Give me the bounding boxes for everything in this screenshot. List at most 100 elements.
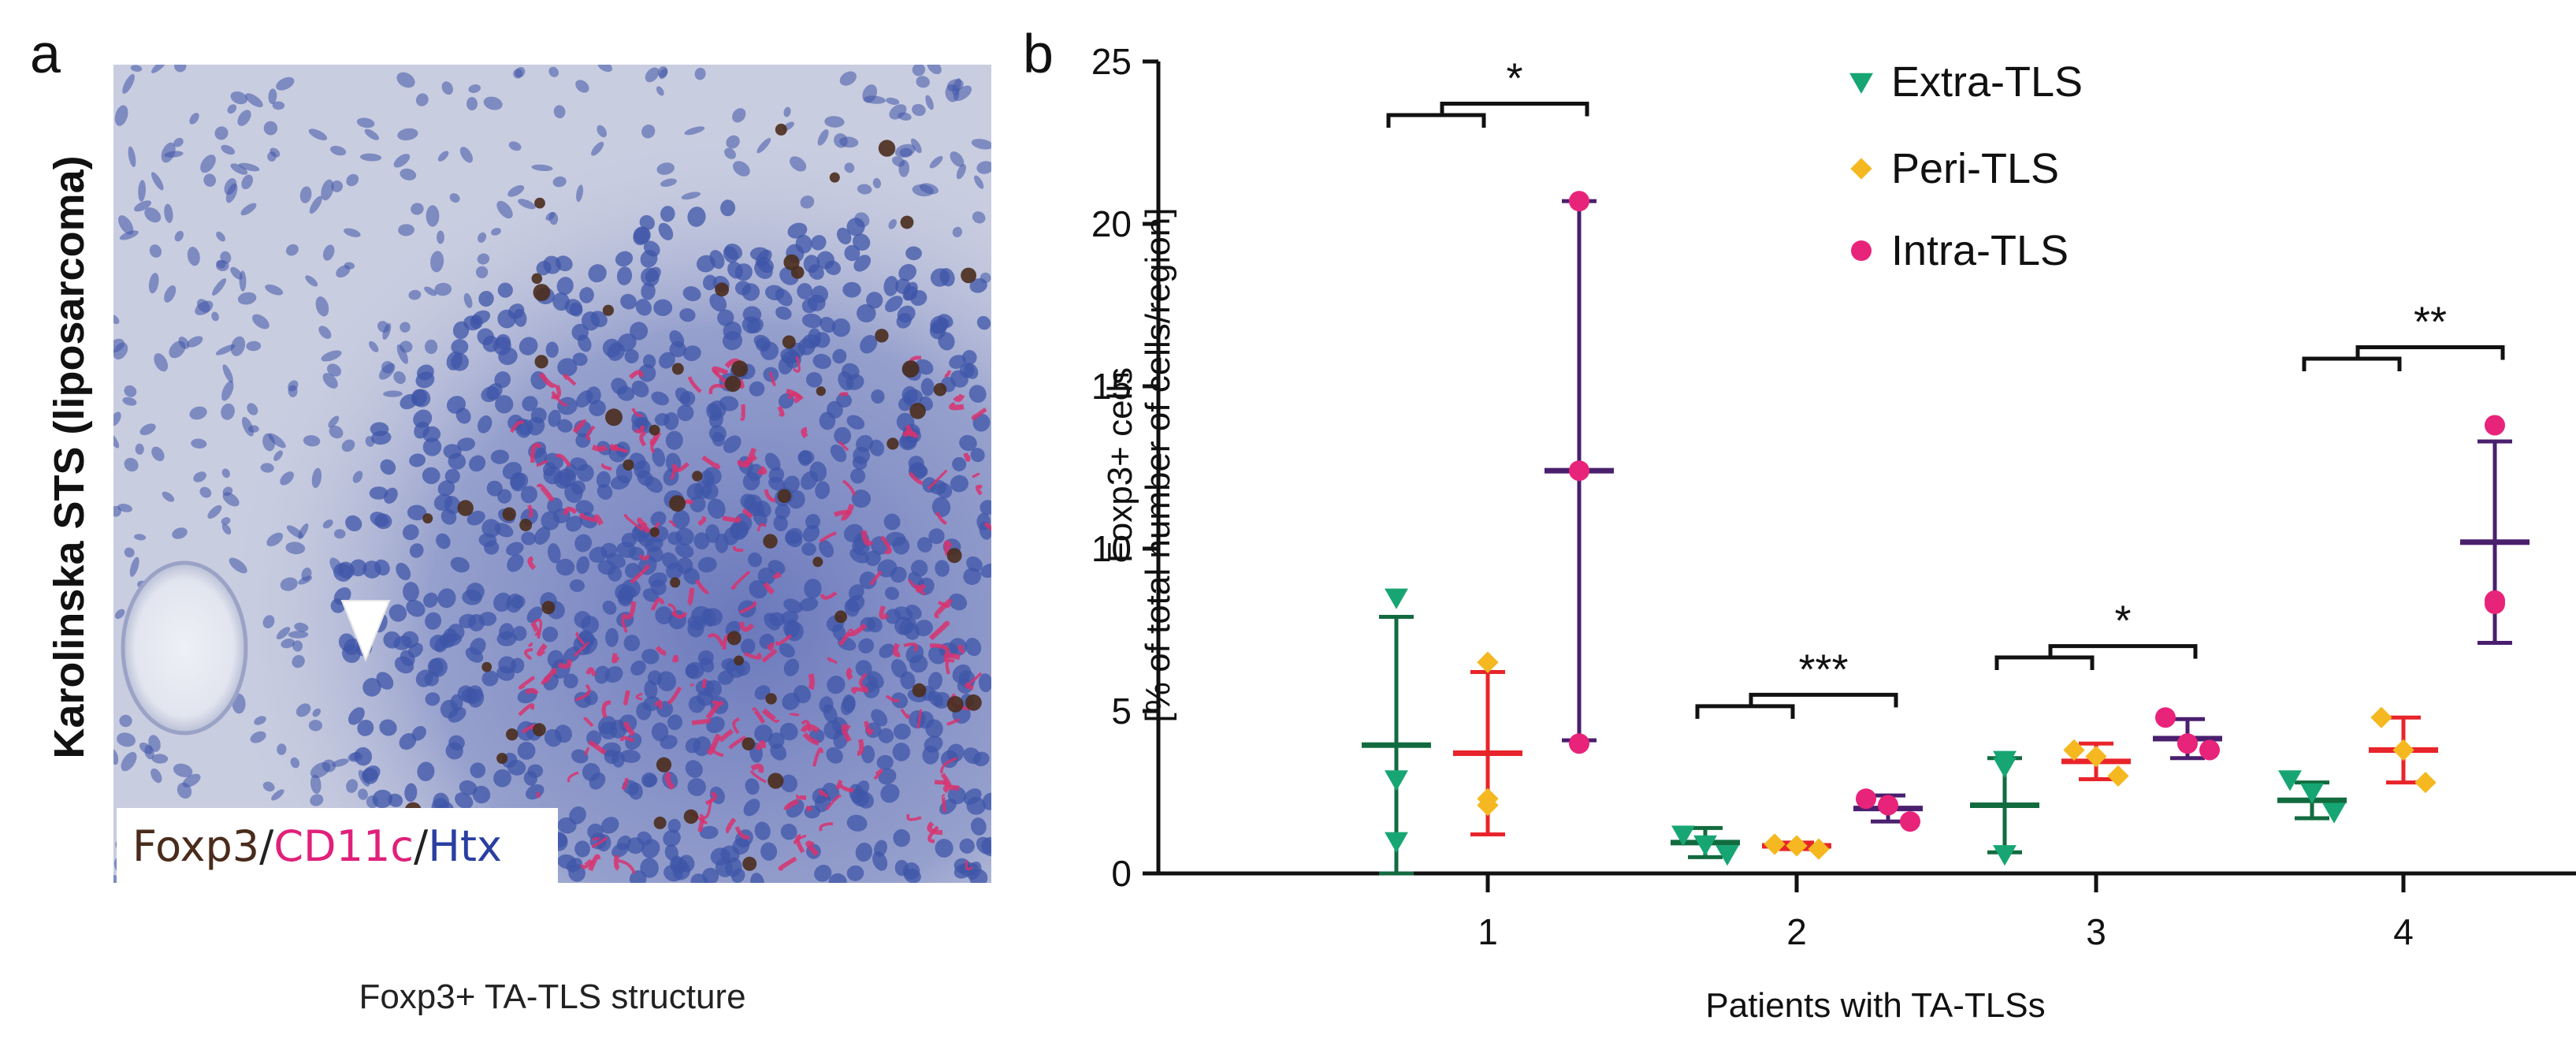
nucleus	[675, 543, 694, 558]
nucleus	[417, 761, 435, 781]
nucleus	[239, 270, 247, 292]
nucleus	[129, 557, 139, 577]
nucleus	[466, 97, 478, 111]
nucleus	[636, 702, 652, 720]
data-point	[2199, 739, 2220, 761]
nucleus	[576, 631, 595, 648]
cd11c-stain-fiber	[949, 401, 965, 411]
nucleus	[679, 391, 696, 407]
foxp3-positive-nucleus	[457, 500, 474, 516]
cd11c-stain-fiber	[623, 721, 636, 737]
nucleus	[910, 560, 928, 577]
nucleus	[444, 628, 458, 644]
nucleus	[781, 351, 800, 364]
stain-legend-part-0: Foxp3	[132, 821, 260, 871]
nucleus	[369, 486, 388, 500]
nucleus	[434, 282, 452, 296]
cd11c-stain-fiber	[538, 372, 557, 388]
nucleus	[925, 95, 934, 110]
significance-bracket: *	[1386, 55, 1589, 128]
nucleus	[522, 396, 538, 411]
nucleus	[318, 326, 332, 339]
nucleus	[931, 497, 951, 518]
cd11c-stain-fiber	[768, 371, 776, 387]
nucleus	[321, 350, 342, 362]
nucleus	[383, 631, 401, 649]
nucleus	[831, 318, 851, 337]
bracket-lower	[1386, 113, 1486, 128]
nucleus	[288, 631, 309, 639]
cd11c-stain-fiber	[669, 519, 677, 527]
nucleus	[362, 560, 381, 579]
nucleus	[548, 211, 559, 225]
foxp3-positive-nucleus	[656, 757, 672, 773]
cd11c-stain-fiber	[761, 648, 778, 663]
nucleus	[189, 113, 199, 125]
cd11c-stain-fiber	[611, 653, 620, 664]
nucleus	[857, 303, 876, 323]
nucleus	[749, 247, 769, 261]
nucleus	[173, 763, 193, 777]
nucleus	[477, 253, 490, 265]
nucleus	[844, 162, 855, 173]
nucleus	[222, 364, 233, 383]
foxp3-positive-nucleus	[765, 693, 777, 705]
nucleus	[113, 411, 121, 426]
cd11c-stain-fiber	[639, 430, 647, 447]
data-point	[2322, 802, 2346, 824]
foxp3-positive-nucleus	[649, 527, 660, 538]
cd11c-stain-fiber	[842, 479, 856, 496]
cd11c-stain-fiber	[621, 616, 628, 633]
nucleus	[971, 817, 987, 836]
nucleus	[467, 510, 485, 526]
cd11c-stain-fiber	[908, 579, 926, 596]
nucleus	[642, 774, 658, 788]
nucleus	[451, 352, 469, 371]
nucleus	[597, 483, 613, 500]
nucleus	[221, 523, 232, 535]
nucleus	[305, 275, 318, 287]
nucleus	[611, 843, 629, 858]
cd11c-stain-fiber	[580, 858, 594, 869]
nucleus	[667, 714, 683, 731]
nucleus	[575, 389, 593, 408]
nucleus	[699, 825, 719, 840]
nucleus	[814, 865, 832, 882]
foxp3-positive-nucleus	[692, 471, 703, 482]
nucleus	[322, 759, 336, 773]
nucleus	[717, 309, 734, 326]
cd11c-stain-fiber	[835, 779, 843, 790]
nucleus	[938, 314, 953, 328]
nucleus	[688, 695, 706, 713]
nucleus	[834, 133, 848, 148]
foxp3-positive-nucleus	[724, 375, 742, 393]
nucleus	[768, 732, 785, 749]
nucleus	[756, 138, 771, 154]
nucleus	[880, 784, 900, 803]
nucleus	[597, 125, 608, 138]
nucleus	[574, 611, 592, 628]
nucleus	[682, 286, 701, 302]
nucleus	[815, 481, 830, 500]
nucleus	[819, 411, 836, 430]
nucleus	[658, 222, 674, 240]
nucleus	[830, 444, 847, 463]
nucleus	[797, 283, 812, 300]
legend-item-peri-tls: Peri-TLS	[1850, 145, 2059, 192]
nucleus	[557, 854, 577, 869]
nucleus	[804, 579, 822, 599]
nucleus	[569, 302, 583, 317]
cd11c-stain-fiber	[916, 709, 923, 729]
nucleus	[764, 452, 781, 471]
cd11c-stain-fiber	[778, 856, 797, 871]
nucleus	[808, 264, 824, 280]
nucleus	[783, 598, 803, 613]
nucleus	[486, 480, 503, 497]
cd11c-stain-fiber	[744, 651, 762, 660]
nucleus	[620, 749, 641, 763]
nucleus	[801, 297, 818, 314]
nucleus	[230, 163, 248, 175]
cd11c-stain-fiber	[619, 735, 635, 743]
cd11c-stain-fiber	[613, 855, 620, 871]
nucleus	[898, 397, 913, 411]
